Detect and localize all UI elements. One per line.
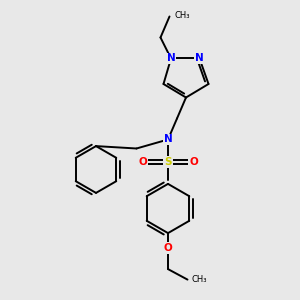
Text: N: N: [167, 53, 176, 64]
Text: N: N: [164, 134, 172, 145]
Text: CH₃: CH₃: [191, 275, 207, 284]
Text: S: S: [164, 157, 172, 167]
Text: O: O: [189, 157, 198, 167]
Text: O: O: [138, 157, 147, 167]
Text: CH₃: CH₃: [174, 11, 190, 20]
Text: O: O: [164, 243, 172, 253]
Text: N: N: [195, 53, 204, 64]
